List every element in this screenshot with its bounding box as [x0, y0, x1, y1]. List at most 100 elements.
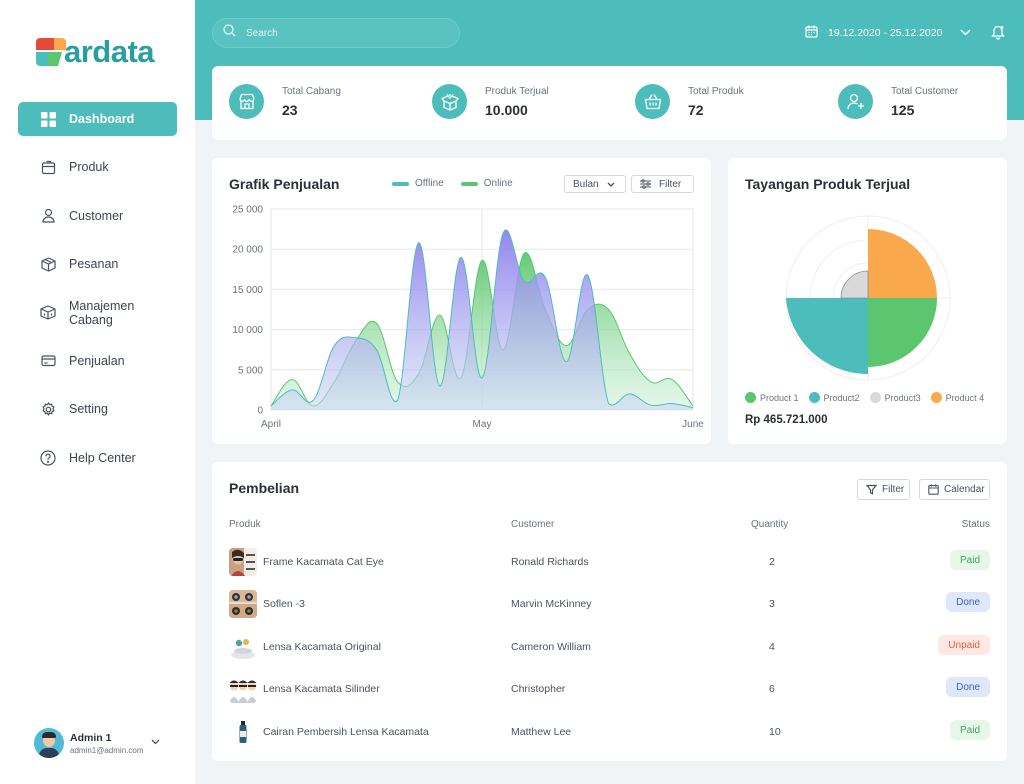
sidebar-item-dashboard[interactable]: Dashboard: [18, 102, 177, 136]
table-row[interactable]: Lensa Kacamata Original Cameron William …: [212, 627, 1007, 669]
stats-card: Total Cabang 23 Produk Terjual 10.000 To…: [212, 66, 1007, 140]
sidebar-item-help-center[interactable]: Help Center: [18, 441, 177, 475]
date-range-text: 19.12.2020 - 25.12.2020: [828, 27, 943, 39]
y-tick-label: 20 000: [232, 245, 263, 256]
sliders-icon: [640, 179, 651, 189]
pie-slice-product-1: [868, 298, 937, 367]
stat-value: 72: [688, 101, 704, 118]
notification-bell-icon[interactable]: [991, 25, 1005, 45]
stat-value: 10.000: [485, 101, 528, 118]
card-icon: [40, 353, 56, 369]
chart-legend: Offline Online: [392, 178, 530, 189]
product-pie-chart: [785, 215, 951, 381]
box-icon: [40, 159, 56, 175]
pie-legend: Product 1 Product2 Product3 Product 4: [745, 392, 994, 403]
y-tick-label: 25 000: [232, 205, 263, 216]
cell-product: Lensa Kacamata Original: [263, 641, 381, 653]
x-tick-label: April: [261, 419, 281, 430]
cell-product: Soflen -3: [263, 598, 306, 610]
profile-name: Admin 1: [70, 731, 112, 744]
date-range-picker[interactable]: 19.12.2020 - 25.12.2020: [805, 25, 971, 41]
period-select-value: Bulan: [573, 178, 599, 190]
pie-slice-product2-main: [786, 298, 868, 375]
chevron-down-icon: [607, 179, 615, 190]
product-thumbnail: [229, 548, 257, 576]
sidebar-item-manajemen-cabang[interactable]: Manajemen Cabang: [18, 296, 177, 330]
legend-dot: [869, 392, 881, 403]
legend-item-online[interactable]: Online: [460, 178, 513, 189]
sidebar-item-pesanan[interactable]: Pesanan: [18, 247, 177, 281]
table-row[interactable]: Soflen -3 Marvin McKinney 3 Done: [212, 584, 1007, 626]
purchases-card: Pembelian Filter Calendar Produk Custome…: [212, 462, 1007, 761]
pie-legend-item[interactable]: Product2: [808, 392, 860, 403]
app-logo[interactable]: ardata: [34, 32, 174, 72]
column-header-produk[interactable]: Produk: [229, 519, 261, 530]
y-tick-label: 5 000: [238, 365, 263, 376]
cell-product: Frame Kacamata Cat Eye: [263, 556, 384, 568]
store-icon: [229, 84, 264, 119]
legend-item-offline[interactable]: Offline: [392, 178, 444, 189]
cell-product: Lensa Kacamata Silinder: [263, 683, 380, 695]
pie-legend-item[interactable]: Product3: [869, 392, 921, 403]
cell-product: Cairan Pembersih Lensa Kacamata: [263, 726, 429, 738]
table-row[interactable]: Cairan Pembersih Lensa Kacamata Matthew …: [212, 712, 1007, 754]
chevron-down-icon[interactable]: [151, 732, 160, 750]
legend-label: Product 1: [760, 392, 799, 403]
package-icon: [40, 256, 56, 272]
pie-legend-item[interactable]: Product 4: [930, 392, 984, 403]
basket-icon: [635, 84, 670, 119]
stat-total-produk: Total Produk 72: [635, 84, 744, 119]
search-icon: [223, 24, 236, 42]
y-tick-label: 10 000: [232, 325, 263, 336]
pie-title: Tayangan Produk Terjual: [745, 176, 911, 192]
period-select[interactable]: Bulan: [564, 175, 626, 193]
y-tick-label: 15 000: [232, 285, 263, 296]
legend-dot: [930, 392, 942, 403]
x-tick-label: June: [682, 419, 704, 430]
legend-label: Offline: [415, 178, 444, 189]
sidebar-item-customer[interactable]: Customer: [18, 199, 177, 233]
product-views-card: Tayangan Produk Terjual Product 1 Produc…: [728, 158, 1007, 444]
column-header-quantity[interactable]: Quantity: [751, 519, 789, 530]
gear-icon: [40, 401, 56, 417]
pie-total-amount: Rp 465.721.000: [745, 414, 828, 426]
sidebar-item-penjualan[interactable]: Penjualan: [18, 344, 177, 378]
y-tick-label: 0: [257, 406, 263, 417]
table-row[interactable]: Frame Kacamata Cat Eye Ronald Richards 2…: [212, 542, 1007, 584]
search-input[interactable]: [246, 27, 446, 39]
x-tick-label: May: [473, 419, 492, 430]
calendar-button[interactable]: Calendar: [919, 479, 990, 500]
sidebar-item-produk[interactable]: Produk: [18, 150, 177, 184]
status-badge: Paid: [949, 720, 990, 740]
calendar-icon: [928, 484, 939, 495]
profile-email: admin1@admin.com: [70, 745, 144, 755]
search-bar[interactable]: [212, 18, 460, 48]
column-header-status[interactable]: Status: [961, 519, 990, 530]
cell-customer: Matthew Lee: [511, 726, 572, 738]
user-profile[interactable]: Admin 1 admin1@admin.com: [34, 728, 160, 758]
sidebar-item-label: Pesanan: [69, 257, 119, 272]
series-area-offline: [271, 229, 693, 410]
table-row[interactable]: Lensa Kacamata Silinder Christopher 6 Do…: [212, 669, 1007, 711]
product-thumbnail: [229, 675, 257, 703]
pie-slice-product3: [840, 270, 869, 299]
filter-label: Filter: [882, 484, 905, 495]
column-header-customer[interactable]: Customer: [511, 519, 555, 530]
branch-icon: [40, 305, 56, 321]
calendar-label: Calendar: [944, 484, 985, 495]
status-badge: Done: [946, 677, 990, 697]
table-filter-button[interactable]: Filter: [857, 479, 910, 500]
chevron-down-icon[interactable]: [960, 27, 971, 39]
legend-label: Product2: [823, 392, 860, 403]
cell-quantity: 4: [769, 641, 775, 653]
product-thumbnail: [229, 590, 257, 618]
status-badge: Unpaid: [938, 635, 990, 655]
cell-quantity: 3: [769, 598, 775, 610]
chart-filter-button[interactable]: Filter: [631, 175, 694, 193]
stat-label: Total Cabang: [282, 85, 341, 97]
pie-legend-item[interactable]: Product 1: [745, 392, 799, 403]
sidebar-item-setting[interactable]: Setting: [18, 392, 177, 426]
open-box-icon: [432, 84, 467, 119]
pie-slice-product-4: [868, 229, 937, 298]
cell-quantity: 6: [769, 683, 775, 695]
